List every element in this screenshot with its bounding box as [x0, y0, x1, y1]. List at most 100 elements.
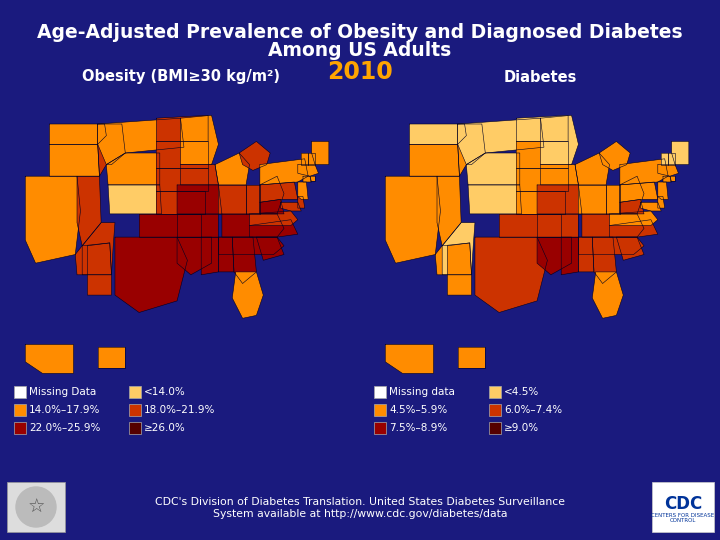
- Polygon shape: [499, 214, 561, 237]
- Polygon shape: [222, 214, 284, 237]
- Polygon shape: [458, 124, 485, 176]
- Polygon shape: [641, 202, 661, 211]
- Polygon shape: [156, 141, 208, 167]
- Polygon shape: [468, 185, 521, 214]
- Polygon shape: [475, 237, 547, 313]
- Polygon shape: [312, 141, 329, 165]
- Polygon shape: [516, 167, 568, 191]
- Polygon shape: [516, 141, 568, 167]
- Polygon shape: [620, 176, 644, 214]
- Text: CDC: CDC: [664, 495, 702, 513]
- Polygon shape: [218, 237, 284, 254]
- Polygon shape: [593, 237, 616, 284]
- Text: 22.0%–25.9%: 22.0%–25.9%: [29, 423, 100, 433]
- Polygon shape: [467, 153, 520, 185]
- Polygon shape: [672, 141, 689, 165]
- Bar: [14, 404, 26, 416]
- Polygon shape: [218, 237, 234, 272]
- Polygon shape: [310, 176, 315, 180]
- Polygon shape: [301, 153, 308, 165]
- Polygon shape: [156, 167, 208, 191]
- Bar: [7, 482, 65, 532]
- Polygon shape: [578, 237, 644, 254]
- Polygon shape: [215, 153, 250, 185]
- Text: CDC's Division of Diabetes Translation. United States Diabetes Surveillance
Syst: CDC's Division of Diabetes Translation. …: [155, 497, 565, 519]
- Polygon shape: [620, 199, 644, 214]
- Polygon shape: [606, 185, 620, 214]
- Polygon shape: [541, 116, 578, 165]
- Text: Diabetes: Diabetes: [504, 70, 577, 84]
- Polygon shape: [578, 185, 606, 214]
- Text: ≥26.0%: ≥26.0%: [144, 423, 186, 433]
- Polygon shape: [246, 185, 260, 214]
- Polygon shape: [25, 176, 81, 263]
- Polygon shape: [670, 176, 675, 180]
- Polygon shape: [115, 237, 187, 313]
- Polygon shape: [281, 202, 301, 211]
- Polygon shape: [218, 185, 246, 214]
- Polygon shape: [298, 182, 308, 199]
- Polygon shape: [298, 197, 305, 208]
- Polygon shape: [578, 237, 594, 272]
- Bar: [14, 422, 26, 434]
- Bar: [129, 404, 141, 416]
- Bar: [129, 422, 141, 434]
- Polygon shape: [156, 191, 204, 214]
- Polygon shape: [516, 191, 564, 214]
- Polygon shape: [260, 159, 308, 185]
- Text: 14.0%–17.9%: 14.0%–17.9%: [29, 405, 100, 415]
- Bar: [374, 386, 386, 398]
- Polygon shape: [561, 237, 578, 275]
- Bar: [489, 404, 501, 416]
- Polygon shape: [177, 185, 222, 214]
- Bar: [374, 404, 386, 416]
- Polygon shape: [260, 176, 284, 214]
- Text: 7.5%–8.9%: 7.5%–8.9%: [389, 423, 447, 433]
- Polygon shape: [98, 347, 125, 368]
- Bar: [489, 422, 501, 434]
- Polygon shape: [25, 345, 73, 373]
- Bar: [14, 386, 26, 398]
- Polygon shape: [139, 214, 201, 237]
- Polygon shape: [77, 176, 101, 246]
- Text: 4.5%–5.9%: 4.5%–5.9%: [389, 405, 447, 415]
- Polygon shape: [233, 272, 264, 318]
- Polygon shape: [537, 185, 582, 214]
- Polygon shape: [87, 243, 112, 295]
- Bar: [489, 386, 501, 398]
- Polygon shape: [516, 116, 568, 141]
- Polygon shape: [537, 237, 572, 275]
- Polygon shape: [98, 118, 184, 165]
- Polygon shape: [541, 165, 578, 185]
- Text: <4.5%: <4.5%: [504, 387, 539, 397]
- Text: 18.0%–21.9%: 18.0%–21.9%: [144, 405, 215, 415]
- Polygon shape: [610, 211, 658, 226]
- Polygon shape: [260, 199, 284, 214]
- Polygon shape: [385, 345, 433, 373]
- Polygon shape: [447, 243, 472, 295]
- Polygon shape: [582, 214, 644, 237]
- Polygon shape: [658, 182, 668, 199]
- Polygon shape: [610, 220, 658, 237]
- Polygon shape: [156, 116, 208, 141]
- Polygon shape: [260, 182, 298, 202]
- Polygon shape: [599, 141, 630, 171]
- Polygon shape: [437, 176, 461, 246]
- Polygon shape: [76, 243, 112, 275]
- Polygon shape: [303, 176, 312, 182]
- Text: Missing Data: Missing Data: [29, 387, 96, 397]
- Polygon shape: [410, 144, 459, 176]
- Polygon shape: [50, 124, 107, 144]
- Polygon shape: [458, 347, 485, 368]
- Polygon shape: [442, 222, 475, 275]
- Polygon shape: [658, 197, 665, 208]
- Polygon shape: [50, 144, 99, 176]
- Polygon shape: [201, 237, 218, 275]
- Polygon shape: [620, 182, 658, 202]
- Polygon shape: [181, 165, 218, 185]
- Polygon shape: [256, 237, 284, 260]
- Polygon shape: [658, 165, 678, 176]
- Text: Missing data: Missing data: [389, 387, 455, 397]
- Polygon shape: [410, 124, 467, 144]
- Polygon shape: [593, 272, 624, 318]
